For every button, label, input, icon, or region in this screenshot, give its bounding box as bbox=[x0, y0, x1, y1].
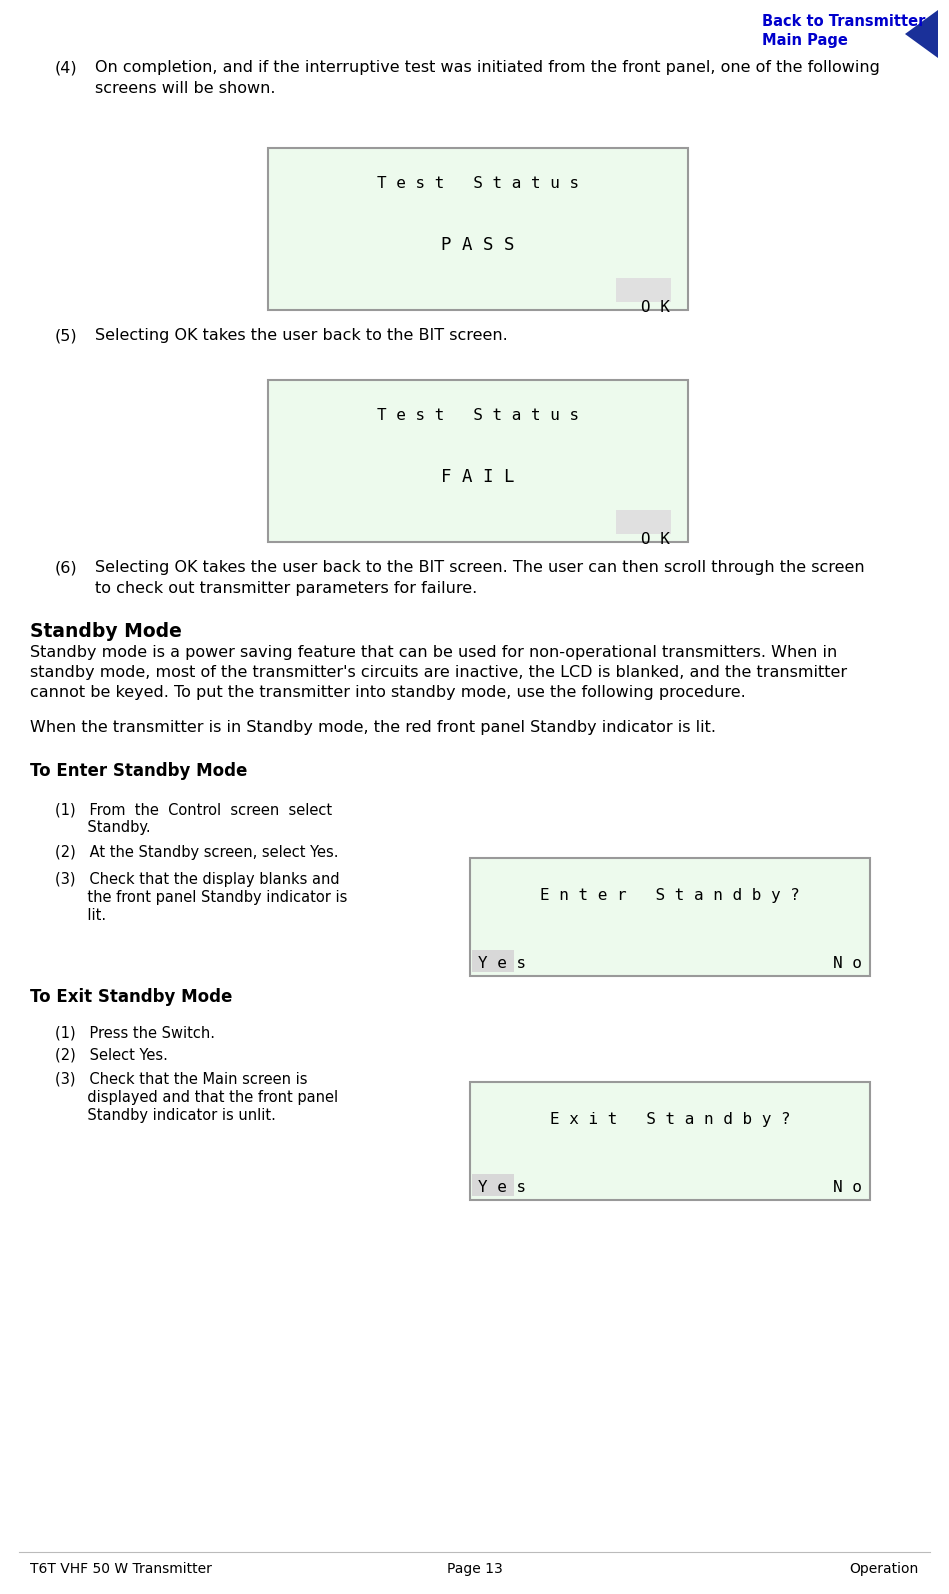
Text: N o: N o bbox=[833, 956, 862, 971]
Text: (4): (4) bbox=[55, 61, 78, 75]
Text: displayed and that the front panel: displayed and that the front panel bbox=[55, 1090, 338, 1105]
Text: Y e s: Y e s bbox=[478, 1180, 526, 1196]
Text: (3)   Check that the Main screen is: (3) Check that the Main screen is bbox=[55, 1073, 307, 1087]
Text: Main Page: Main Page bbox=[762, 33, 847, 48]
Bar bbox=[616, 277, 671, 301]
Text: the front panel Standby indicator is: the front panel Standby indicator is bbox=[55, 889, 347, 905]
Text: lit.: lit. bbox=[55, 909, 106, 923]
Text: (5): (5) bbox=[55, 328, 78, 343]
Text: E x i t   S t a n d b y ?: E x i t S t a n d b y ? bbox=[549, 1113, 791, 1127]
Bar bbox=[472, 1175, 514, 1196]
Bar bbox=[472, 950, 514, 972]
Text: F A I L: F A I L bbox=[441, 469, 514, 486]
Text: Standby Mode: Standby Mode bbox=[30, 622, 182, 641]
Text: cannot be keyed. To put the transmitter into standby mode, use the following pro: cannot be keyed. To put the transmitter … bbox=[30, 685, 746, 700]
Text: Operation: Operation bbox=[849, 1562, 919, 1576]
Text: Standby.: Standby. bbox=[55, 819, 151, 835]
Text: E n t e r   S t a n d b y ?: E n t e r S t a n d b y ? bbox=[540, 888, 800, 902]
Text: (3)   Check that the display blanks and: (3) Check that the display blanks and bbox=[55, 872, 340, 886]
Text: Standby indicator is unlit.: Standby indicator is unlit. bbox=[55, 1108, 276, 1124]
Text: When the transmitter is in Standby mode, the red front panel Standby indicator i: When the transmitter is in Standby mode,… bbox=[30, 720, 716, 735]
Text: O K: O K bbox=[642, 532, 670, 547]
Text: Selecting OK takes the user back to the BIT screen. The user can then scroll thr: Selecting OK takes the user back to the … bbox=[95, 559, 865, 575]
Polygon shape bbox=[905, 10, 938, 57]
Text: (2)   At the Standby screen, select Yes.: (2) At the Standby screen, select Yes. bbox=[55, 845, 339, 861]
Bar bbox=[470, 858, 870, 976]
Text: screens will be shown.: screens will be shown. bbox=[95, 81, 275, 96]
Text: To Exit Standby Mode: To Exit Standby Mode bbox=[30, 988, 233, 1006]
Text: Y e s: Y e s bbox=[478, 956, 526, 971]
Text: Page 13: Page 13 bbox=[447, 1562, 502, 1576]
Text: Standby mode is a power saving feature that can be used for non-operational tran: Standby mode is a power saving feature t… bbox=[30, 646, 837, 660]
Text: O K: O K bbox=[642, 300, 670, 316]
Text: N o: N o bbox=[833, 1180, 862, 1196]
Text: to check out transmitter parameters for failure.: to check out transmitter parameters for … bbox=[95, 580, 477, 596]
Text: Selecting OK takes the user back to the BIT screen.: Selecting OK takes the user back to the … bbox=[95, 328, 508, 343]
Text: (1)   Press the Switch.: (1) Press the Switch. bbox=[55, 1025, 215, 1039]
Text: T e s t   S t a t u s: T e s t S t a t u s bbox=[377, 175, 579, 191]
Bar bbox=[470, 1082, 870, 1200]
Text: standby mode, most of the transmitter's circuits are inactive, the LCD is blanke: standby mode, most of the transmitter's … bbox=[30, 665, 847, 681]
Text: (1)   From  the  Control  screen  select: (1) From the Control screen select bbox=[55, 802, 332, 818]
Bar bbox=[616, 510, 671, 534]
Text: (2)   Select Yes.: (2) Select Yes. bbox=[55, 1047, 168, 1063]
Bar bbox=[268, 379, 688, 542]
Text: (6): (6) bbox=[55, 559, 78, 575]
Text: On completion, and if the interruptive test was initiated from the front panel, : On completion, and if the interruptive t… bbox=[95, 61, 880, 75]
Text: T e s t   S t a t u s: T e s t S t a t u s bbox=[377, 408, 579, 422]
Text: Back to Transmitter: Back to Transmitter bbox=[762, 14, 925, 29]
Text: P A S S: P A S S bbox=[441, 236, 514, 253]
Text: T6T VHF 50 W Transmitter: T6T VHF 50 W Transmitter bbox=[30, 1562, 212, 1576]
Bar bbox=[268, 148, 688, 309]
Text: To Enter Standby Mode: To Enter Standby Mode bbox=[30, 762, 248, 779]
